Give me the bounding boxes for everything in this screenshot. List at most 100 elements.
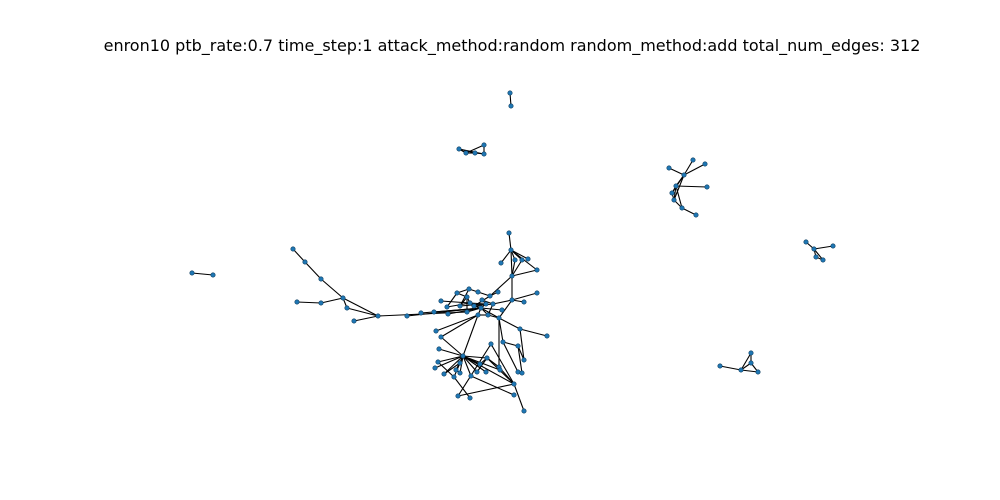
graph-node	[519, 370, 525, 376]
graph-edge	[719, 365, 742, 371]
graph-node	[351, 318, 357, 324]
graph-edge	[434, 355, 464, 369]
figure-title: enron10 ptb_rate:0.7 time_step:1 attack_…	[104, 36, 921, 56]
graph-node	[673, 183, 679, 189]
graph-node	[748, 360, 754, 366]
graph-node	[479, 297, 485, 303]
graph-node	[290, 246, 296, 252]
graph-edge	[473, 303, 494, 307]
graph-node	[435, 359, 441, 365]
graph-edge	[498, 299, 513, 319]
graph-edge	[498, 317, 521, 330]
graph-edge	[437, 355, 464, 363]
graph-edge	[668, 167, 685, 176]
graph-node	[671, 197, 677, 203]
graph-edge	[191, 272, 214, 276]
graph-node	[498, 260, 504, 266]
graph-edge	[492, 299, 513, 305]
graph-node	[495, 289, 501, 295]
graph-node	[418, 310, 424, 316]
graph-edge	[740, 352, 752, 371]
graph-node	[455, 393, 461, 399]
graph-node	[679, 205, 685, 211]
graph-node	[511, 392, 517, 398]
graph-node	[294, 299, 300, 305]
graph-node	[517, 326, 523, 332]
graph-edge	[500, 249, 512, 264]
graph-edge	[465, 144, 485, 154]
graph-node	[488, 341, 494, 347]
graph-node	[445, 311, 451, 317]
graph-node	[444, 304, 450, 310]
graph-edge	[675, 185, 708, 188]
graph-node	[666, 165, 672, 171]
graph-node	[431, 309, 437, 315]
graph-node	[318, 300, 324, 306]
graph-node	[481, 142, 487, 148]
graph-edge	[459, 288, 470, 307]
graph-node	[210, 272, 216, 278]
graph-node	[820, 257, 826, 263]
graph-node	[693, 212, 699, 218]
graph-nodes	[189, 90, 836, 414]
graph-edge	[342, 297, 379, 317]
graph-node	[748, 350, 754, 356]
graph-edge	[510, 249, 513, 277]
graph-edge	[511, 292, 538, 301]
graph-edge	[517, 345, 525, 361]
graph-edge	[671, 174, 685, 194]
graph-node	[521, 408, 527, 414]
graph-node	[508, 103, 514, 109]
graph-edge	[435, 314, 479, 332]
graph-edge	[440, 314, 479, 338]
graph-node	[525, 256, 531, 262]
graph-edge	[304, 261, 322, 280]
graph-node	[471, 303, 477, 309]
graph-node	[515, 343, 521, 349]
graph-edge	[519, 328, 548, 337]
graph-edge	[438, 348, 464, 357]
graph-edge	[462, 355, 515, 385]
graph-edge	[320, 278, 344, 299]
graph-edge	[462, 355, 472, 377]
graph-node	[704, 184, 710, 190]
graph-edge	[346, 307, 379, 317]
graph-edge	[683, 163, 706, 176]
graph-node	[509, 273, 515, 279]
graph-node	[681, 172, 687, 178]
graph-node	[474, 369, 480, 375]
graph-node	[500, 339, 506, 345]
graph-edge	[457, 383, 515, 397]
graph-node	[483, 369, 489, 375]
graph-node	[511, 381, 517, 387]
graph-node	[475, 312, 481, 318]
graph-edge	[440, 336, 464, 357]
graph-node	[521, 357, 527, 363]
graph-node	[811, 246, 817, 252]
graph-node	[457, 303, 463, 309]
graph-node	[544, 333, 550, 339]
graph-node	[509, 297, 515, 303]
graph-edge	[740, 369, 759, 373]
graph-node	[485, 312, 491, 318]
graph-node	[508, 247, 514, 253]
graph-edge	[511, 259, 523, 277]
graph-edge	[490, 343, 515, 385]
graph-node	[813, 254, 819, 260]
graph-edge	[470, 375, 515, 396]
graph-edge	[673, 174, 685, 201]
graph-node	[453, 367, 459, 373]
graph-node	[460, 353, 466, 359]
graph-node	[487, 293, 493, 299]
graph-node	[483, 301, 489, 307]
graph-node	[499, 307, 505, 313]
graph-node	[457, 370, 463, 376]
graph-edge	[462, 314, 479, 357]
graph-node	[830, 243, 836, 249]
graph-node	[464, 309, 470, 315]
graph-edge	[517, 345, 523, 374]
graph-edge	[320, 297, 344, 304]
graph-node	[755, 369, 761, 375]
graph-node	[484, 355, 490, 361]
graph-edge	[447, 307, 482, 315]
